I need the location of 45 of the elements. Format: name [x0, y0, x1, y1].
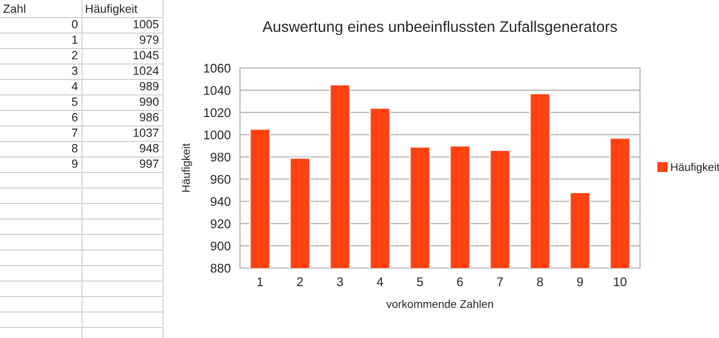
text: 1045: [134, 51, 159, 60]
y-tick-label: 880: [210, 264, 230, 273]
x-tick-label: 4: [376, 277, 384, 286]
chart-title: Auswertung eines unbeeinflussten Zufallsgenerators: [262, 20, 617, 36]
x-tick-label: 5: [417, 277, 423, 286]
y-tick-label: 960: [210, 174, 230, 184]
x-tick-label: 2: [297, 277, 303, 286]
text: 9: [72, 160, 78, 168]
text: 8: [72, 144, 78, 152]
text: 1005: [134, 20, 159, 28]
text: 7: [72, 128, 78, 137]
text: 1037: [134, 128, 158, 137]
text: 979: [140, 36, 158, 44]
text: 0: [72, 20, 78, 28]
x-tick-label: 7: [497, 277, 503, 286]
text: 997: [140, 160, 158, 168]
text: Häufigkeit: [86, 4, 138, 16]
x-tick-label: 10: [614, 277, 626, 286]
x-axis-title: vorkommende Zahlen: [386, 300, 494, 308]
text: 5: [72, 98, 78, 106]
text: 948: [140, 144, 158, 152]
text: 6: [72, 113, 78, 122]
y-tick-label: 900: [210, 242, 230, 250]
text: 4: [72, 82, 78, 90]
text: 986: [140, 113, 158, 122]
x-tick-label: 6: [457, 277, 463, 286]
text: Zahl: [3, 4, 26, 13]
text: 1: [72, 36, 78, 44]
text: 990: [140, 98, 159, 106]
y-tick-label: 980: [210, 152, 230, 162]
text: 989: [140, 82, 158, 90]
y-axis-title: Häufigkeit: [182, 143, 192, 192]
x-tick-label: 3: [337, 277, 343, 286]
y-tick-label: 940: [210, 197, 230, 206]
text: 1024: [134, 66, 159, 75]
text: 3: [72, 66, 78, 75]
text: 2: [72, 51, 78, 60]
y-tick-label: 1020: [204, 108, 230, 118]
y-tick-label: 1000: [204, 130, 230, 140]
x-tick-label: 8: [537, 277, 543, 286]
y-tick-label: 1040: [204, 86, 230, 95]
x-tick-label: 1: [257, 277, 263, 286]
x-tick-label: 9: [577, 277, 583, 286]
y-tick-label: 1060: [204, 64, 230, 73]
y-tick-label: 920: [210, 219, 230, 228]
